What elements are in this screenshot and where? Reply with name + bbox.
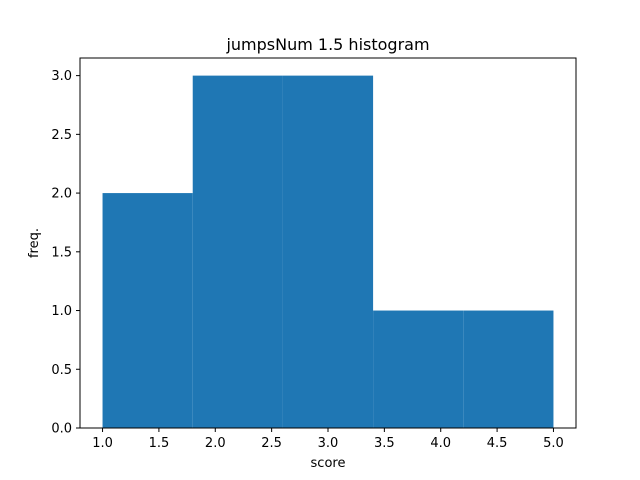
- y-tick-label: 1.5: [51, 245, 72, 260]
- y-axis-label: freq.: [27, 228, 42, 258]
- x-axis-label: score: [311, 456, 346, 471]
- histogram-bar-2: [192, 75, 283, 428]
- y-tick-label: 1.0: [51, 304, 72, 319]
- bars-group: [102, 75, 554, 428]
- x-tick-label: 2.0: [205, 436, 226, 451]
- y-tick-label: 2.0: [51, 187, 72, 202]
- x-tick-label: 3.5: [374, 436, 395, 451]
- y-tick-label: 2.5: [51, 128, 72, 143]
- histogram-bar-4: [373, 310, 464, 428]
- x-tick-label: 1.0: [92, 436, 113, 451]
- x-tick-label: 3.0: [318, 436, 339, 451]
- histogram-bar-3: [282, 75, 374, 428]
- x-tick-label: 5.0: [543, 436, 564, 451]
- y-tick-label: 3.0: [51, 69, 72, 84]
- x-tick-label: 2.5: [261, 436, 282, 451]
- histogram-bar-5: [463, 310, 554, 428]
- histogram-bar-1: [102, 193, 193, 428]
- x-tick-label: 1.5: [149, 436, 170, 451]
- y-tick-label: 0.0: [51, 422, 72, 437]
- x-tick-label: 4.5: [487, 436, 508, 451]
- x-axis-ticks: 1.0 1.5 2.0 2.5 3.0 3.5 4.0 4.5 5.0: [92, 428, 564, 451]
- x-tick-label: 4.0: [430, 436, 451, 451]
- chart-title: jumpsNum 1.5 histogram: [225, 35, 429, 54]
- y-axis-ticks: 0.0 0.5 1.0 1.5 2.0 2.5 3.0: [51, 69, 80, 437]
- y-tick-label: 0.5: [51, 363, 72, 378]
